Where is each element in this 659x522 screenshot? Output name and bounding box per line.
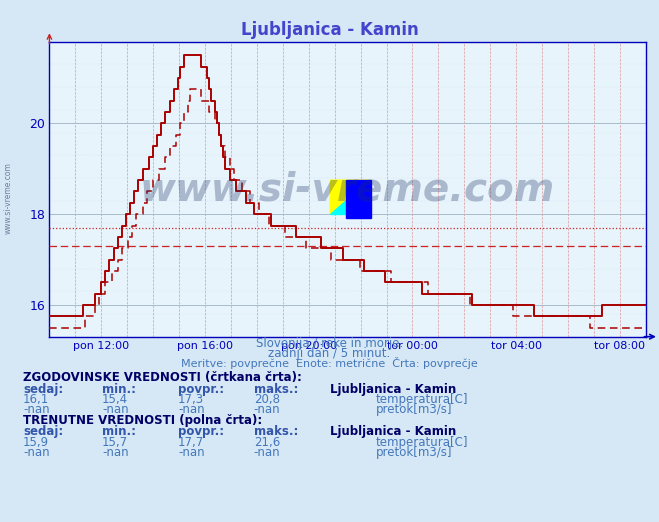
Text: -nan: -nan [23,446,49,459]
Text: sedaj:: sedaj: [23,425,63,438]
Text: www.si-vreme.com: www.si-vreme.com [140,170,556,208]
Text: pretok[m3/s]: pretok[m3/s] [376,446,452,459]
Text: Meritve: povprečne  Enote: metrične  Črta: povprečje: Meritve: povprečne Enote: metrične Črta:… [181,357,478,369]
Bar [346,180,371,218]
Text: -nan: -nan [254,446,280,459]
Text: -nan: -nan [102,404,129,417]
Text: povpr.:: povpr.: [178,383,224,396]
Text: -nan: -nan [254,404,280,417]
Text: povpr.:: povpr.: [178,425,224,438]
Polygon shape [330,180,369,214]
Text: 15,7: 15,7 [102,436,129,449]
Text: temperatura[C]: temperatura[C] [376,393,468,406]
Text: -nan: -nan [23,404,49,417]
Text: 17,3: 17,3 [178,393,204,406]
Text: TRENUTNE VREDNOSTI (polna črta):: TRENUTNE VREDNOSTI (polna črta): [23,414,262,427]
Text: 17,7: 17,7 [178,436,204,449]
Text: maks.:: maks.: [254,425,298,438]
Text: min.:: min.: [102,425,136,438]
Text: www.si-vreme.com: www.si-vreme.com [4,162,13,234]
Text: Slovenija / reke in morje.: Slovenija / reke in morje. [256,337,403,350]
Text: Ljubljanica - Kamin: Ljubljanica - Kamin [241,21,418,39]
Text: sedaj:: sedaj: [23,383,63,396]
Text: 15,9: 15,9 [23,436,49,449]
Text: pretok[m3/s]: pretok[m3/s] [376,404,452,417]
Text: 20,8: 20,8 [254,393,279,406]
Text: maks.:: maks.: [254,383,298,396]
Text: 16,1: 16,1 [23,393,49,406]
Text: -nan: -nan [178,404,204,417]
Text: -nan: -nan [178,446,204,459]
Text: min.:: min.: [102,383,136,396]
Text: ZGODOVINSKE VREDNOSTI (črtkana črta):: ZGODOVINSKE VREDNOSTI (črtkana črta): [23,371,302,384]
Text: zadnji dan / 5 minut.: zadnji dan / 5 minut. [268,347,391,360]
Text: 15,4: 15,4 [102,393,129,406]
Text: Ljubljanica - Kamin: Ljubljanica - Kamin [330,383,456,396]
Text: Ljubljanica - Kamin: Ljubljanica - Kamin [330,425,456,438]
Text: temperatura[C]: temperatura[C] [376,436,468,449]
Text: -nan: -nan [102,446,129,459]
Polygon shape [330,180,369,214]
Text: 21,6: 21,6 [254,436,280,449]
